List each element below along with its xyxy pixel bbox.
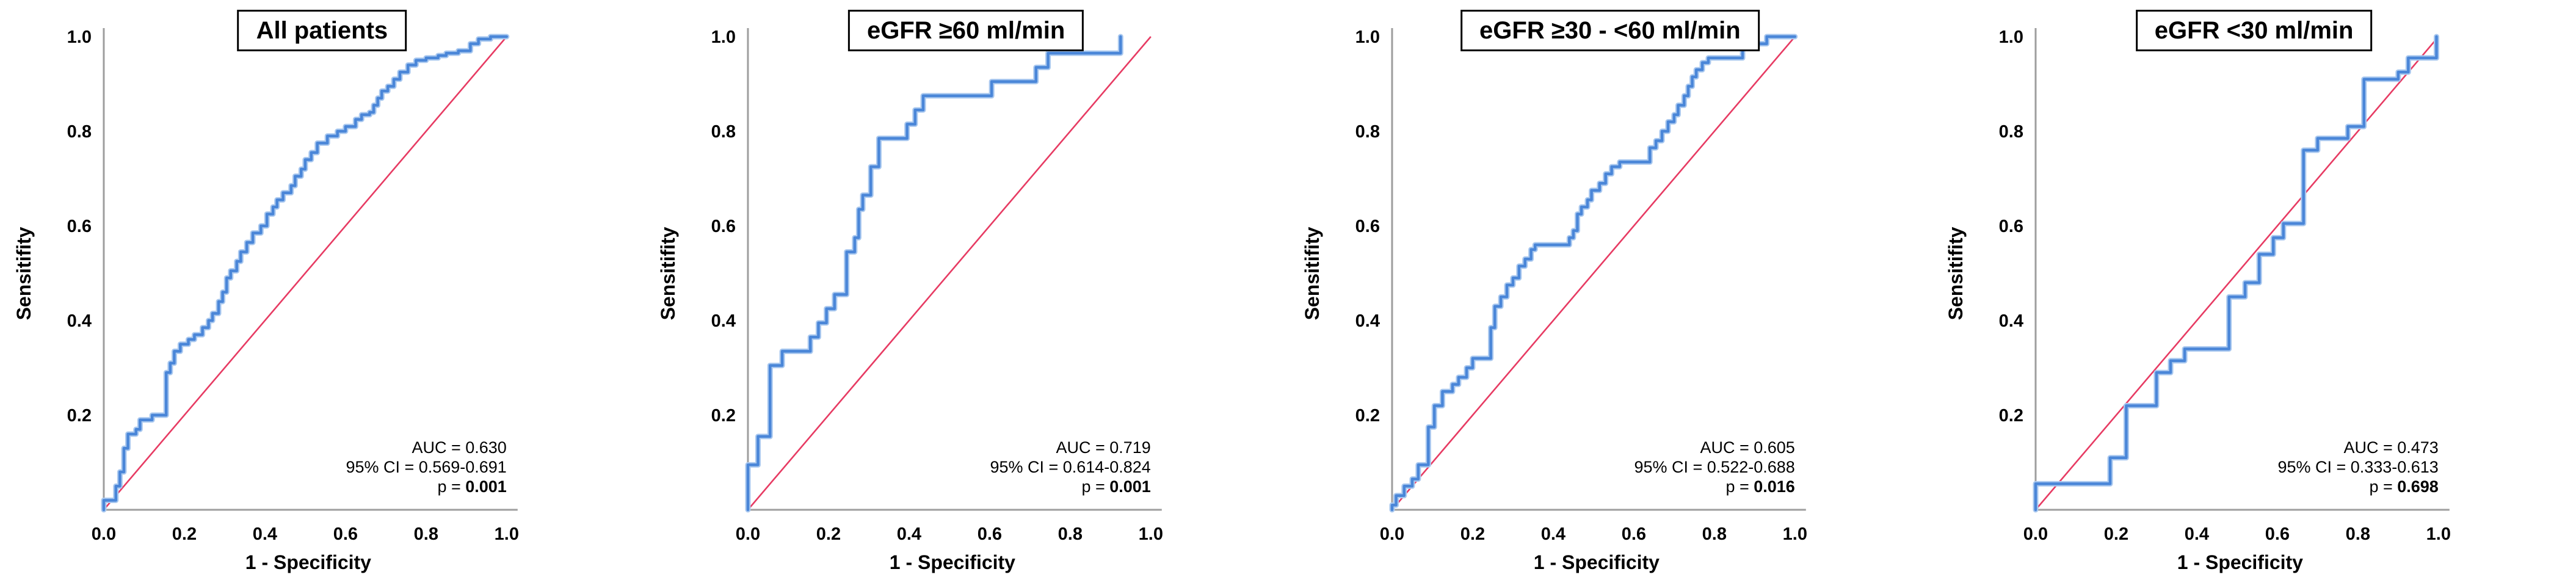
reference-diagonal-line (747, 36, 1152, 510)
y-tick-label: 0.6 (1999, 217, 2023, 236)
x-tick-label: 0.8 (2346, 524, 2370, 544)
roc-chart: 0.0 0.2 0.4 0.6 0.8 1.0 0.2 0.4 0.6 0.8 1.0 Sensit… (657, 27, 1163, 573)
y-tick-label: 0.4 (67, 311, 92, 331)
ci-value: 95% CI = 0.569-0.691 (346, 458, 507, 476)
x-tick-label: 0.2 (2104, 524, 2128, 544)
ci-value: 95% CI = 0.522-0.688 (1634, 458, 1794, 476)
x-tick-label: 0.0 (736, 524, 760, 544)
p-value: p = 0.001 (438, 477, 507, 496)
panel-title: eGFR <30 ml/min (2135, 10, 2373, 51)
panel-egfr-lt30: eGFR <30 ml/min 0.0 0.2 0.4 0.6 0.8 1.0 0.2 0.4… (1932, 0, 2576, 580)
y-tick-label: 0.8 (1355, 122, 1379, 142)
y-tick-label: 0.2 (1999, 406, 2023, 426)
chart-content: 0.0 0.2 0.4 0.6 0.8 1.0 0.2 0.4 0.6 0.8 1.0 (1355, 27, 1807, 544)
y-tick-label: 1.0 (1999, 27, 2023, 47)
y-tick-label: 0.8 (711, 122, 735, 142)
x-tick-label: 0.4 (897, 524, 921, 544)
y-tick-label: 1.0 (1355, 27, 1379, 47)
y-tick-label: 0.2 (711, 406, 735, 426)
y-tick-label: 0.2 (1355, 406, 1379, 426)
ci-value: 95% CI = 0.333-0.613 (2278, 458, 2439, 476)
x-tick-label: 0.4 (1540, 524, 1565, 544)
y-tick-label: 0.4 (711, 311, 735, 331)
y-tick-label: 0.8 (1999, 122, 2023, 142)
x-tick-label: 0.6 (1621, 524, 1645, 544)
y-tick-label: 1.0 (711, 27, 735, 47)
x-axis-label: 1 - Specificity (1533, 551, 1659, 573)
y-tick-label: 0.6 (1355, 217, 1379, 236)
y-tick-label: 0.8 (67, 122, 92, 142)
reference-diagonal-line (2035, 36, 2440, 510)
panel-egfr-30-60: eGFR ≥30 - <60 ml/min 0.0 0.2 0.4 0.6 0.8 1.0… (1288, 0, 1932, 580)
chart-content: 0.0 0.2 0.4 0.6 0.8 1.0 0.2 0.4 0.6 0.8 1.0 (711, 27, 1163, 544)
x-tick-label: 0.4 (2185, 524, 2209, 544)
x-tick-label: 0.6 (2265, 524, 2290, 544)
auc-value: AUC = 0.473 (2344, 438, 2439, 457)
y-tick-label: 1.0 (67, 27, 92, 47)
chart-content: 0.0 0.2 0.4 0.6 0.8 1.0 0.2 0.4 0.6 0.8 1.0 (67, 27, 519, 544)
panel-title: All patients (237, 10, 407, 51)
x-tick-label: 0.0 (92, 524, 116, 544)
chart-content: 0.0 0.2 0.4 0.6 0.8 1.0 0.2 0.4 0.6 0.8 1.0 (1999, 27, 2451, 544)
x-tick-label: 1.0 (1782, 524, 1807, 544)
x-tick-label: 0.6 (977, 524, 1001, 544)
y-tick-label: 0.6 (67, 217, 92, 236)
y-tick-label: 0.4 (1355, 311, 1379, 331)
x-tick-label: 0.2 (816, 524, 841, 544)
x-axis-label: 1 - Specificity (2177, 551, 2303, 573)
x-tick-label: 0.2 (1460, 524, 1484, 544)
reference-diagonal-line (1391, 36, 1796, 510)
y-axis-label: Sensitifity (1945, 227, 1967, 320)
x-tick-label: 0.8 (414, 524, 438, 544)
roc-curve (2034, 35, 2439, 512)
auc-value: AUC = 0.719 (1056, 438, 1150, 457)
y-axis-label: Sensitifity (13, 227, 35, 320)
y-tick-label: 0.2 (67, 406, 92, 426)
x-tick-label: 0.0 (2023, 524, 2048, 544)
roc-curve (102, 35, 509, 512)
auc-value: AUC = 0.630 (412, 438, 507, 457)
x-tick-label: 0.6 (333, 524, 358, 544)
roc-chart: 0.0 0.2 0.4 0.6 0.8 1.0 0.2 0.4 0.6 0.8 1.0 Sensit… (1301, 27, 1807, 573)
x-tick-label: 0.2 (172, 524, 197, 544)
panel-title: eGFR ≥30 - <60 ml/min (1460, 10, 1760, 51)
x-tick-label: 1.0 (1138, 524, 1163, 544)
x-tick-label: 0.0 (1379, 524, 1404, 544)
x-tick-label: 0.8 (1058, 524, 1082, 544)
p-value: p = 0.001 (1081, 477, 1150, 496)
y-axis-label: Sensitifity (657, 227, 679, 320)
x-axis-label: 1 - Specificity (890, 551, 1015, 573)
panel-egfr-ge60: eGFR ≥60 ml/min 0.0 0.2 0.4 0.6 0.8 1.0 0.2 0.4… (644, 0, 1288, 580)
y-axis-label: Sensitifity (1301, 227, 1322, 320)
x-tick-label: 0.8 (1702, 524, 1726, 544)
roc-chart: 0.0 0.2 0.4 0.6 0.8 1.0 0.2 0.4 0.6 0.8 1.0 Sensit… (1945, 27, 2451, 573)
panel-title: eGFR ≥60 ml/min (847, 10, 1084, 51)
roc-curve (746, 35, 1122, 512)
y-tick-label: 0.6 (711, 217, 735, 236)
panel-all-patients: All patients 0.0 0.2 0.4 0.6 0.8 1.0 0.2 0.4 0.6… (0, 0, 644, 580)
x-tick-label: 1.0 (2426, 524, 2451, 544)
x-tick-label: 0.4 (253, 524, 277, 544)
ci-value: 95% CI = 0.614-0.824 (990, 458, 1150, 476)
x-tick-label: 1.0 (495, 524, 519, 544)
p-value: p = 0.698 (2370, 477, 2439, 496)
reference-diagonal-line (103, 36, 507, 510)
auc-value: AUC = 0.605 (1700, 438, 1794, 457)
y-tick-label: 0.4 (1999, 311, 2023, 331)
x-axis-label: 1 - Specificity (245, 551, 371, 573)
roc-curve (1390, 35, 1796, 512)
roc-chart: 0.0 0.2 0.4 0.6 0.8 1.0 0.2 0.4 0.6 0.8 1.0 Sensit… (13, 27, 519, 573)
p-value: p = 0.016 (1725, 477, 1794, 496)
